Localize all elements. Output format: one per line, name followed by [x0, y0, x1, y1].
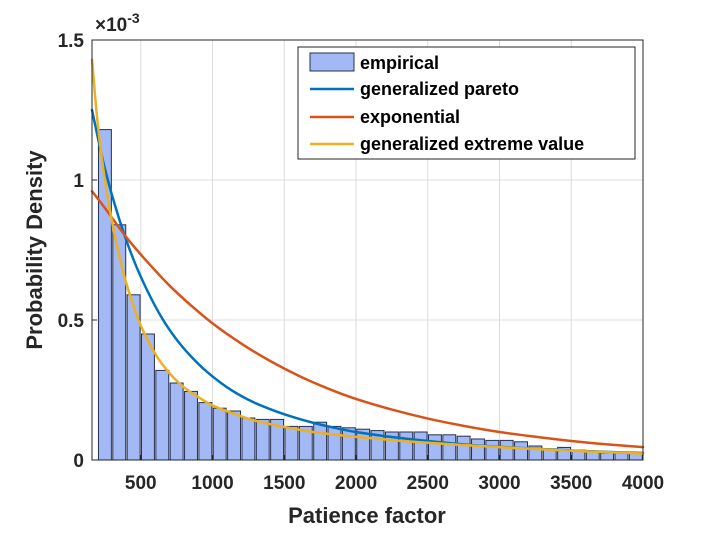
x-tick-label: 3000	[478, 473, 520, 494]
series-line-generalized-extreme-value	[90, 58, 645, 455]
legend-label-empirical: empirical	[360, 53, 439, 73]
histogram-bar	[413, 431, 428, 461]
histogram-bar	[184, 390, 198, 461]
histogram-bar	[227, 410, 242, 461]
histogram-bar	[284, 425, 299, 461]
y-axis-title: Probability Density	[22, 150, 47, 350]
histogram-bar	[427, 434, 442, 461]
histogram-bar	[399, 431, 414, 461]
x-tick-label: 1000	[191, 473, 233, 494]
y-tick-label: 1	[73, 171, 84, 192]
fit-lines	[90, 58, 645, 455]
y-tick-label: 0	[73, 451, 84, 472]
histogram-bar	[485, 439, 500, 461]
y-exponent-power: -3	[127, 10, 140, 26]
histogram-bar	[313, 421, 328, 461]
histogram-bar	[471, 438, 485, 461]
legend: empirical generalized pareto exponential…	[297, 46, 636, 160]
legend-label-generalized-extreme-value: generalized extreme value	[360, 134, 584, 154]
histogram-bar	[198, 402, 213, 461]
histogram-bar	[141, 333, 155, 461]
plot-area-frame	[91, 39, 644, 461]
histogram-bar	[442, 434, 457, 461]
y-exponent-base: ×10	[95, 15, 127, 36]
x-tick-label: 3500	[550, 473, 592, 494]
histogram-bar	[255, 418, 270, 461]
histogram-bar	[456, 435, 471, 461]
axis-ticks: 500 1000 1500 2000 2500 3000 3500 4000 0 0.5 1 1.5	[58, 31, 665, 494]
histogram-bar	[212, 407, 227, 461]
legend-swatch-empirical	[309, 52, 355, 72]
histogram-bar	[241, 417, 256, 461]
histogram-bar	[499, 439, 514, 461]
histogram-bar	[514, 441, 528, 461]
x-axis-title: Patience factor	[288, 503, 446, 528]
histogram-bar	[155, 369, 170, 461]
series-line-exponential	[90, 189, 645, 449]
y-tick-label: 0.5	[58, 311, 85, 332]
y-exponent-label: ×10-3	[95, 10, 140, 36]
y-tick-label: 1.5	[58, 31, 85, 52]
legend-label-exponential: exponential	[360, 107, 460, 127]
histogram-bars	[97, 129, 643, 461]
legend-label-generalized-pareto: generalized pareto	[360, 79, 519, 99]
x-tick-label: 4000	[622, 473, 664, 494]
histogram-bar	[600, 452, 615, 461]
histogram-bar	[327, 425, 342, 461]
x-tick-label: 2500	[407, 473, 449, 494]
x-tick-label: 500	[125, 473, 157, 494]
x-tick-label: 2000	[335, 473, 377, 494]
histogram-bar	[169, 382, 184, 461]
x-tick-label: 1500	[263, 473, 305, 494]
